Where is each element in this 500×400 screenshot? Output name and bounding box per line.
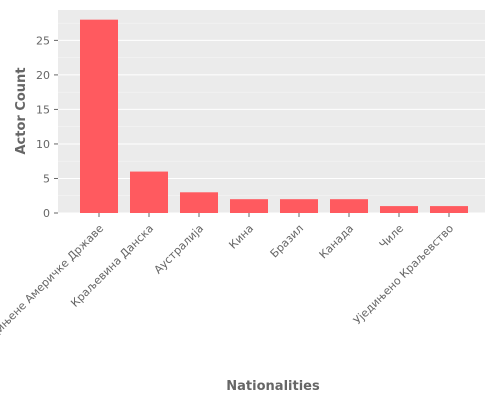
y-tick-label: 25 — [36, 34, 50, 47]
y-tick-label: 10 — [36, 138, 50, 151]
bar — [180, 192, 218, 213]
y-tick-label: 5 — [43, 172, 50, 185]
x-tick-label: Кина — [226, 222, 256, 252]
bar — [380, 206, 418, 213]
x-axis-title: Nationalities — [226, 379, 320, 394]
x-tick-label: Чиле — [377, 222, 407, 252]
bar — [230, 199, 268, 213]
bar — [430, 206, 468, 213]
x-tick-label: Уједињено Краљевство — [351, 222, 456, 327]
bar — [130, 171, 168, 213]
y-tick-label: 0 — [43, 207, 50, 220]
y-tick-label: 15 — [36, 103, 50, 116]
x-tick-label: Краљевина Данска — [68, 222, 156, 310]
y-tick-label: 20 — [36, 69, 50, 82]
y-axis-title: Actor Count — [14, 67, 29, 154]
y-axis: 0 5 10 15 20 25 — [36, 34, 58, 220]
bars — [80, 19, 468, 213]
plot-background — [58, 10, 485, 213]
x-tick-label: Канада — [317, 222, 356, 261]
bar — [280, 199, 318, 213]
x-tick-label: Бразил — [268, 222, 306, 260]
bar — [330, 199, 368, 213]
bar — [80, 19, 118, 213]
x-tick-label: Аустралија — [152, 222, 207, 277]
